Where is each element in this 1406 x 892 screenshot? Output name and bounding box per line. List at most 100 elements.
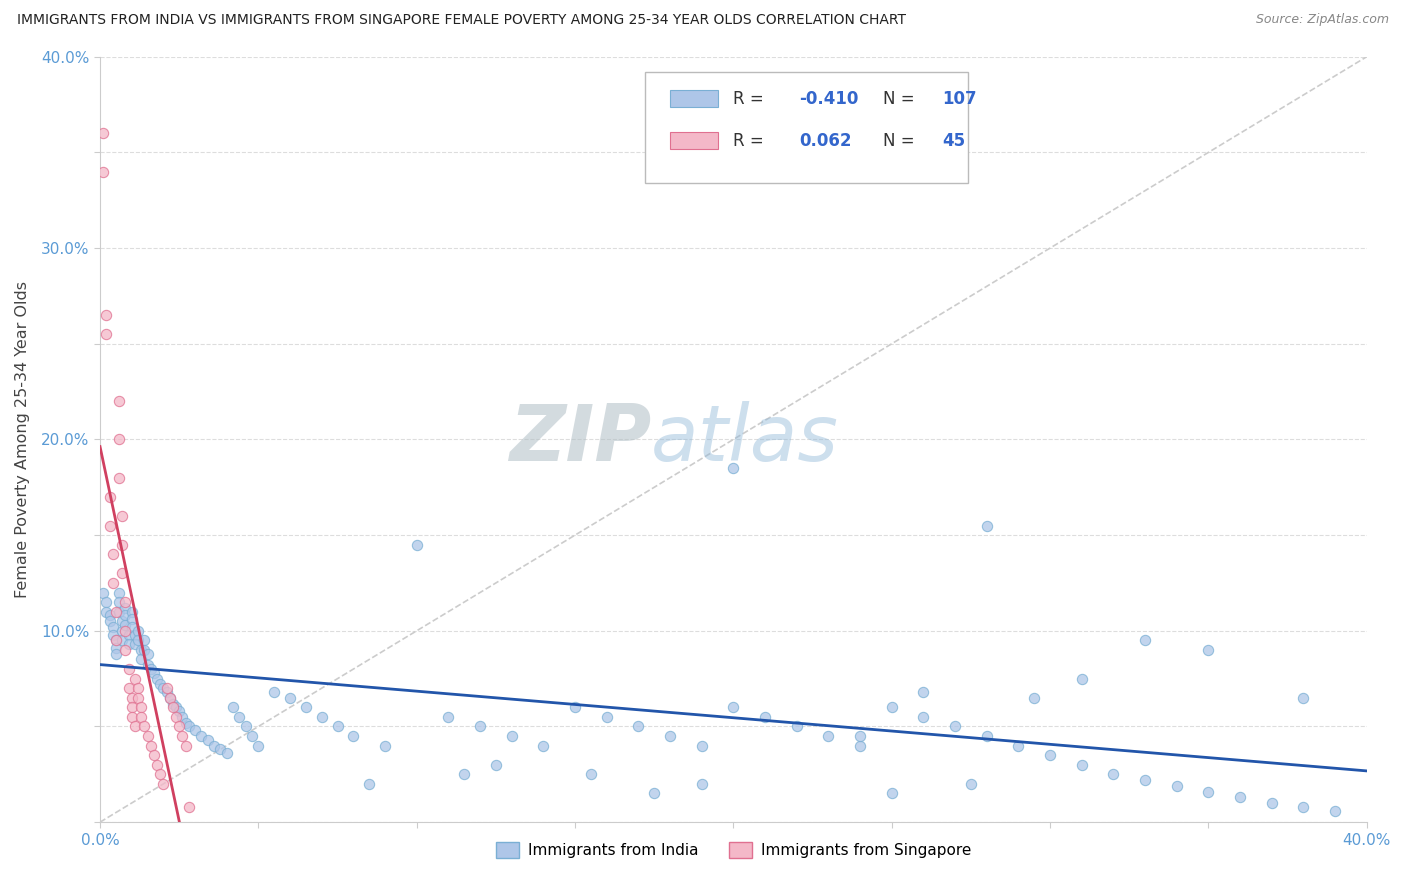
Point <box>228 710 250 724</box>
Point <box>162 700 184 714</box>
Point <box>531 739 554 753</box>
Point <box>976 729 998 743</box>
Point <box>146 672 169 686</box>
Point <box>98 518 121 533</box>
Point <box>124 637 146 651</box>
Point <box>108 394 131 409</box>
Point <box>117 681 139 696</box>
Point <box>108 585 131 599</box>
Point <box>98 490 121 504</box>
Point <box>374 739 396 753</box>
Point <box>174 715 197 730</box>
Point <box>127 681 149 696</box>
Point <box>162 697 184 711</box>
Text: 0.062: 0.062 <box>799 132 852 150</box>
Point <box>485 757 508 772</box>
Point <box>129 643 152 657</box>
Point <box>136 658 159 673</box>
Point <box>159 690 181 705</box>
Point <box>101 620 124 634</box>
Point <box>1024 690 1046 705</box>
Point <box>579 767 602 781</box>
Point <box>149 767 172 781</box>
Point <box>117 627 139 641</box>
Point <box>96 595 118 609</box>
Point <box>155 685 177 699</box>
Point <box>754 710 776 724</box>
Point <box>596 710 619 724</box>
Point <box>91 164 114 178</box>
Point <box>142 748 165 763</box>
Point <box>943 719 966 733</box>
Point <box>124 672 146 686</box>
Point <box>155 681 177 696</box>
Point <box>215 746 238 760</box>
Point <box>129 700 152 714</box>
Point <box>121 620 143 634</box>
Point <box>134 719 156 733</box>
Point <box>121 690 143 705</box>
Point <box>104 640 127 655</box>
Point <box>1198 643 1220 657</box>
Point <box>786 719 808 733</box>
Text: R =: R = <box>734 132 769 150</box>
Point <box>501 729 523 743</box>
Point <box>453 767 475 781</box>
Point <box>117 662 139 676</box>
Point <box>127 633 149 648</box>
Point <box>1102 767 1125 781</box>
Point <box>1007 739 1029 753</box>
Point <box>326 719 349 733</box>
Point <box>1292 690 1315 705</box>
Point <box>104 647 127 661</box>
Point <box>127 690 149 705</box>
Point <box>263 685 285 699</box>
Point <box>235 719 257 733</box>
Text: N =: N = <box>883 90 920 108</box>
Point <box>240 729 263 743</box>
Point <box>278 690 301 705</box>
Point <box>1261 796 1284 810</box>
Point <box>108 471 131 485</box>
Point <box>101 627 124 641</box>
Point <box>564 700 586 714</box>
Point <box>1292 800 1315 814</box>
Point <box>108 595 131 609</box>
Point <box>1198 784 1220 798</box>
Point <box>247 739 270 753</box>
Point <box>96 605 118 619</box>
Point <box>184 723 207 738</box>
Point <box>437 710 460 724</box>
Point <box>172 729 194 743</box>
FancyBboxPatch shape <box>671 132 718 149</box>
Point <box>114 608 136 623</box>
Point <box>177 719 200 733</box>
Point <box>849 739 872 753</box>
Point <box>1166 779 1188 793</box>
Point <box>91 585 114 599</box>
Point <box>104 633 127 648</box>
Point <box>129 710 152 724</box>
Point <box>172 710 194 724</box>
Point <box>117 637 139 651</box>
Point <box>111 508 134 523</box>
Point <box>468 719 491 733</box>
Point <box>1070 672 1092 686</box>
Point <box>880 700 903 714</box>
Point <box>165 710 187 724</box>
Point <box>124 627 146 641</box>
Point <box>202 739 225 753</box>
Point <box>643 787 665 801</box>
Text: IMMIGRANTS FROM INDIA VS IMMIGRANTS FROM SINGAPORE FEMALE POVERTY AMONG 25-34 YE: IMMIGRANTS FROM INDIA VS IMMIGRANTS FROM… <box>17 13 905 28</box>
Point <box>139 739 162 753</box>
Point <box>342 729 364 743</box>
Point <box>114 618 136 632</box>
Point <box>690 739 713 753</box>
Point <box>129 652 152 666</box>
Point <box>159 690 181 705</box>
Point <box>98 608 121 623</box>
Point <box>167 719 190 733</box>
Point <box>111 624 134 638</box>
Point <box>136 729 159 743</box>
Point <box>104 633 127 648</box>
